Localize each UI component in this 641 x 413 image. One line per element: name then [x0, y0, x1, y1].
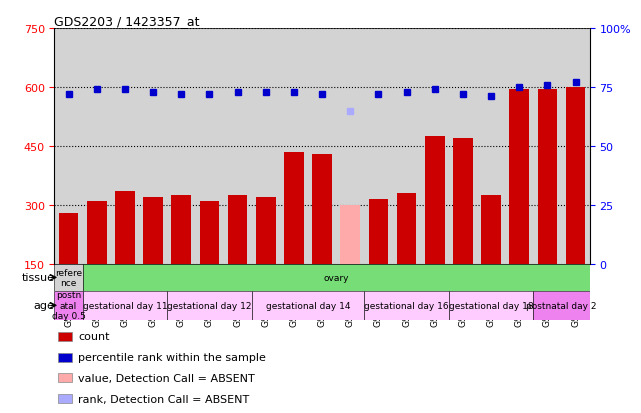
Text: ovary: ovary [324, 273, 349, 282]
Bar [171, 196, 191, 264]
Text: postnatal day 2: postnatal day 2 [526, 301, 597, 310]
Bar [369, 199, 388, 264]
Bar [312, 154, 332, 264]
Bar [510, 90, 529, 264]
Text: GDS2203 / 1423357_at: GDS2203 / 1423357_at [54, 15, 200, 28]
Bar [59, 213, 78, 264]
Text: gestational day 14: gestational day 14 [266, 301, 350, 310]
Bar [199, 202, 219, 264]
Text: gestational day 11: gestational day 11 [83, 301, 167, 310]
Bar [538, 90, 557, 264]
Bar [453, 139, 473, 264]
Bar [87, 202, 106, 264]
Bar [83, 291, 167, 320]
Bar [364, 291, 449, 320]
Bar [143, 197, 163, 264]
Bar [425, 137, 445, 264]
Bar [566, 88, 585, 264]
Bar [284, 152, 304, 264]
Text: gestational day 12: gestational day 12 [167, 301, 252, 310]
Bar [167, 291, 252, 320]
Bar [54, 264, 83, 291]
Bar [340, 205, 360, 264]
Bar [449, 291, 533, 320]
Text: tissue: tissue [22, 273, 54, 283]
Text: refere
nce: refere nce [55, 268, 82, 287]
Text: gestational day 18: gestational day 18 [449, 301, 533, 310]
Bar [54, 291, 83, 320]
Text: percentile rank within the sample: percentile rank within the sample [78, 352, 266, 362]
Bar [397, 194, 417, 264]
Text: postn
atal
day 0.5: postn atal day 0.5 [52, 291, 85, 320]
Bar [256, 197, 276, 264]
Bar [481, 196, 501, 264]
Bar [228, 196, 247, 264]
Text: gestational day 16: gestational day 16 [364, 301, 449, 310]
Bar [533, 291, 590, 320]
Text: rank, Detection Call = ABSENT: rank, Detection Call = ABSENT [78, 394, 249, 404]
Text: value, Detection Call = ABSENT: value, Detection Call = ABSENT [78, 373, 255, 383]
Text: count: count [78, 332, 110, 342]
Bar [115, 192, 135, 264]
Bar [252, 291, 364, 320]
Text: age: age [33, 301, 54, 311]
